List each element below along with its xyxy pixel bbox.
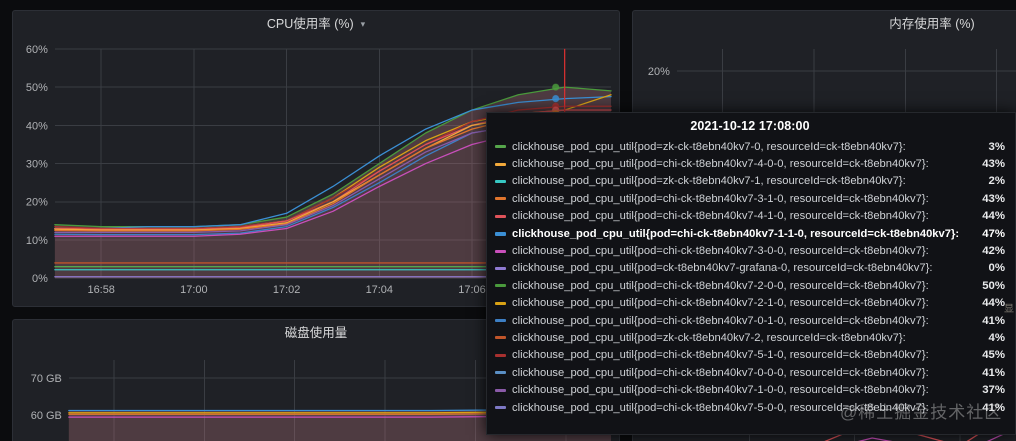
x-axis-tick-label: 17:02: [273, 284, 300, 296]
x-axis-tick-label: 16:58: [87, 284, 114, 296]
series-color-swatch: [495, 371, 506, 375]
tooltip-series-list: clickhouse_pod_cpu_util{pod=zk-ck-t8ebn4…: [495, 138, 1005, 416]
tooltip-row: clickhouse_pod_cpu_util{pod=chi-ck-t8ebn…: [495, 190, 1005, 207]
series-color-swatch: [495, 162, 506, 166]
tooltip-row: clickhouse_pod_cpu_util{pod=chi-ck-t8ebn…: [495, 364, 1005, 381]
series-value: 44%: [982, 210, 1005, 223]
series-label: clickhouse_pod_cpu_util{pod=chi-ck-t8ebn…: [512, 245, 929, 258]
series-color-swatch: [495, 197, 506, 201]
series-value: 41%: [982, 314, 1005, 327]
tooltip-row: clickhouse_pod_cpu_util{pod=chi-ck-t8ebn…: [495, 225, 1005, 242]
tooltip-timestamp: 2021-10-12 17:08:00: [690, 119, 810, 133]
series-value: 45%: [982, 349, 1005, 362]
series-value: 0%: [988, 262, 1005, 275]
panel-cpu-title-text: CPU使用率 (%): [266, 17, 354, 31]
series-label: clickhouse_pod_cpu_util{pod=chi-ck-t8ebn…: [512, 227, 960, 240]
panel-mem-title-text: 内存使用率 (%): [889, 17, 975, 31]
chevron-down-icon[interactable]: ▾: [360, 18, 366, 29]
series-label: clickhouse_pod_cpu_util{pod=chi-ck-t8ebn…: [512, 297, 929, 310]
series-value: 43%: [982, 158, 1005, 171]
series-label: clickhouse_pod_cpu_util{pod=zk-ck-t8ebn4…: [512, 140, 906, 153]
y-axis-tick-label: 30%: [26, 159, 48, 171]
data-point-marker: [552, 83, 560, 91]
tooltip-row: clickhouse_pod_cpu_util{pod=chi-ck-t8ebn…: [495, 242, 1005, 259]
series-color-swatch: [495, 319, 506, 323]
series-value: 44%: [982, 297, 1005, 310]
series-label: clickhouse_pod_cpu_util{pod=zk-ck-t8ebn4…: [512, 175, 906, 188]
data-point-marker: [552, 94, 560, 103]
series-color-swatch: [495, 301, 506, 305]
series-label: clickhouse_pod_cpu_util{pod=chi-ck-t8ebn…: [512, 366, 929, 379]
tooltip-row: clickhouse_pod_cpu_util{pod=chi-ck-t8ebn…: [495, 347, 1005, 364]
x-axis-tick-label: 17:00: [180, 284, 207, 296]
y-axis-tick-label: 40%: [26, 120, 48, 132]
series-label: clickhouse_pod_cpu_util{pod=chi-ck-t8ebn…: [512, 158, 929, 171]
tooltip-row: clickhouse_pod_cpu_util{pod=zk-ck-t8ebn4…: [495, 173, 1005, 190]
series-value: 2%: [988, 175, 1005, 188]
series-label: clickhouse_pod_cpu_util{pod=chi-ck-t8ebn…: [512, 314, 929, 327]
y-axis-tick-label: 10%: [26, 235, 48, 247]
series-value: 37%: [982, 384, 1005, 397]
edge-marker: 显: [1004, 304, 1014, 315]
series-color-swatch: [495, 284, 506, 288]
y-axis-tick-label: 50%: [26, 82, 48, 94]
series-value: 3%: [988, 140, 1005, 153]
panel-mem-title[interactable]: 内存使用率 (%): [633, 11, 1016, 37]
tooltip-row: clickhouse_pod_cpu_util{pod=zk-ck-t8ebn4…: [495, 329, 1005, 346]
series-color-swatch: [495, 406, 506, 410]
tooltip-row: clickhouse_pod_cpu_util{pod=chi-ck-t8ebn…: [495, 399, 1005, 416]
series-color-swatch: [495, 388, 506, 392]
series-label: clickhouse_pod_cpu_util{pod=chi-ck-t8ebn…: [512, 401, 929, 414]
tooltip-row: clickhouse_pod_cpu_util{pod=chi-ck-t8ebn…: [495, 295, 1005, 312]
series-value: 41%: [982, 366, 1005, 379]
series-line: [54, 96, 612, 230]
panel-disk-title-text: 磁盘使用量: [284, 326, 348, 340]
series-label: clickhouse_pod_cpu_util{pod=chi-ck-t8ebn…: [512, 210, 929, 223]
series-value: 4%: [988, 331, 1005, 344]
series-label: clickhouse_pod_cpu_util{pod=zk-ck-t8ebn4…: [512, 331, 906, 344]
series-color-swatch: [495, 336, 506, 340]
tooltip-row: clickhouse_pod_cpu_util{pod=chi-ck-t8ebn…: [495, 155, 1005, 172]
y-axis-tick-label: 20%: [648, 66, 670, 78]
tooltip-row: clickhouse_pod_cpu_util{pod=chi-ck-t8ebn…: [495, 312, 1005, 329]
series-value: 42%: [982, 245, 1005, 258]
series-label: clickhouse_pod_cpu_util{pod=chi-ck-t8ebn…: [512, 279, 929, 292]
series-color-swatch: [495, 145, 506, 149]
y-axis-tick-label: 0%: [32, 273, 48, 285]
tooltip-row: clickhouse_pod_cpu_util{pod=zk-ck-t8ebn4…: [495, 138, 1005, 155]
tooltip-row: clickhouse_pod_cpu_util{pod=chi-ck-t8ebn…: [495, 277, 1005, 294]
series-label: clickhouse_pod_cpu_util{pod=ck-t8ebn40kv…: [512, 262, 933, 275]
panel-cpu-title[interactable]: CPU使用率 (%) ▾: [13, 11, 619, 37]
y-axis-tick-label: 60%: [26, 44, 48, 56]
series-color-swatch: [495, 266, 506, 270]
y-axis-tick-label: 60 GB: [31, 410, 62, 422]
x-axis-tick-label: 17:04: [366, 284, 393, 296]
series-color-swatch: [495, 214, 506, 218]
series-color-swatch: [495, 353, 506, 357]
x-axis-tick-label: 17:06: [458, 284, 485, 296]
series-tooltip: 2021-10-12 17:08:00 clickhouse_pod_cpu_u…: [486, 112, 1016, 435]
series-value: 43%: [982, 192, 1005, 205]
series-line: [54, 105, 612, 230]
series-color-swatch: [495, 249, 506, 253]
series-label: clickhouse_pod_cpu_util{pod=chi-ck-t8ebn…: [512, 349, 929, 362]
y-axis-tick-label: 20%: [26, 197, 48, 209]
tooltip-row: clickhouse_pod_cpu_util{pod=chi-ck-t8ebn…: [495, 381, 1005, 398]
tooltip-row: clickhouse_pod_cpu_util{pod=chi-ck-t8ebn…: [495, 208, 1005, 225]
series-value: 50%: [982, 279, 1005, 292]
series-value: 41%: [982, 401, 1005, 414]
y-axis-tick-label: 70 GB: [31, 373, 62, 385]
series-label: clickhouse_pod_cpu_util{pod=chi-ck-t8ebn…: [512, 384, 929, 397]
series-color-swatch: [495, 231, 506, 236]
panel-disk-title[interactable]: 磁盘使用量: [13, 320, 619, 346]
series-color-swatch: [495, 179, 506, 183]
tooltip-row: clickhouse_pod_cpu_util{pod=ck-t8ebn40kv…: [495, 260, 1005, 277]
series-value: 47%: [982, 227, 1005, 240]
series-label: clickhouse_pod_cpu_util{pod=chi-ck-t8ebn…: [512, 192, 929, 205]
